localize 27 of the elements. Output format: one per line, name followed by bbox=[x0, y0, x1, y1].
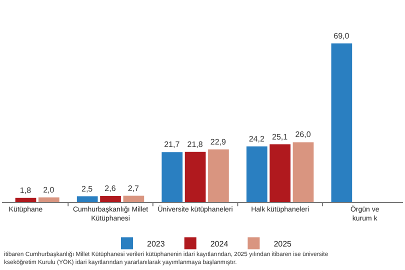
legend-label: 2025 bbox=[274, 239, 292, 248]
data-label: 2,7 bbox=[128, 184, 140, 193]
bar bbox=[331, 43, 352, 202]
bar bbox=[100, 196, 121, 202]
bar bbox=[123, 196, 144, 202]
data-label: 21,8 bbox=[187, 140, 204, 149]
bar bbox=[38, 197, 60, 202]
data-label: 21,7 bbox=[164, 140, 180, 150]
bar bbox=[246, 146, 268, 202]
data-label: 22,9 bbox=[210, 137, 227, 146]
data-label: 25,1 bbox=[272, 132, 288, 142]
legend-label: 2024 bbox=[210, 239, 229, 248]
bar bbox=[15, 198, 36, 202]
legend-label: 2023 bbox=[147, 239, 166, 248]
data-label: 24,2 bbox=[248, 134, 265, 144]
data-label: 69,0 bbox=[334, 31, 350, 40]
bar bbox=[76, 196, 98, 202]
bar bbox=[270, 144, 290, 202]
bar bbox=[292, 142, 314, 202]
data-label: 26,0 bbox=[295, 130, 312, 140]
bar bbox=[162, 152, 183, 202]
bar bbox=[208, 149, 229, 202]
data-label: 1,8 bbox=[20, 186, 32, 195]
data-label: 2,0 bbox=[43, 185, 55, 194]
data-label: 2,6 bbox=[104, 184, 116, 194]
bar bbox=[184, 152, 206, 202]
data-label: 2,5 bbox=[82, 184, 94, 194]
